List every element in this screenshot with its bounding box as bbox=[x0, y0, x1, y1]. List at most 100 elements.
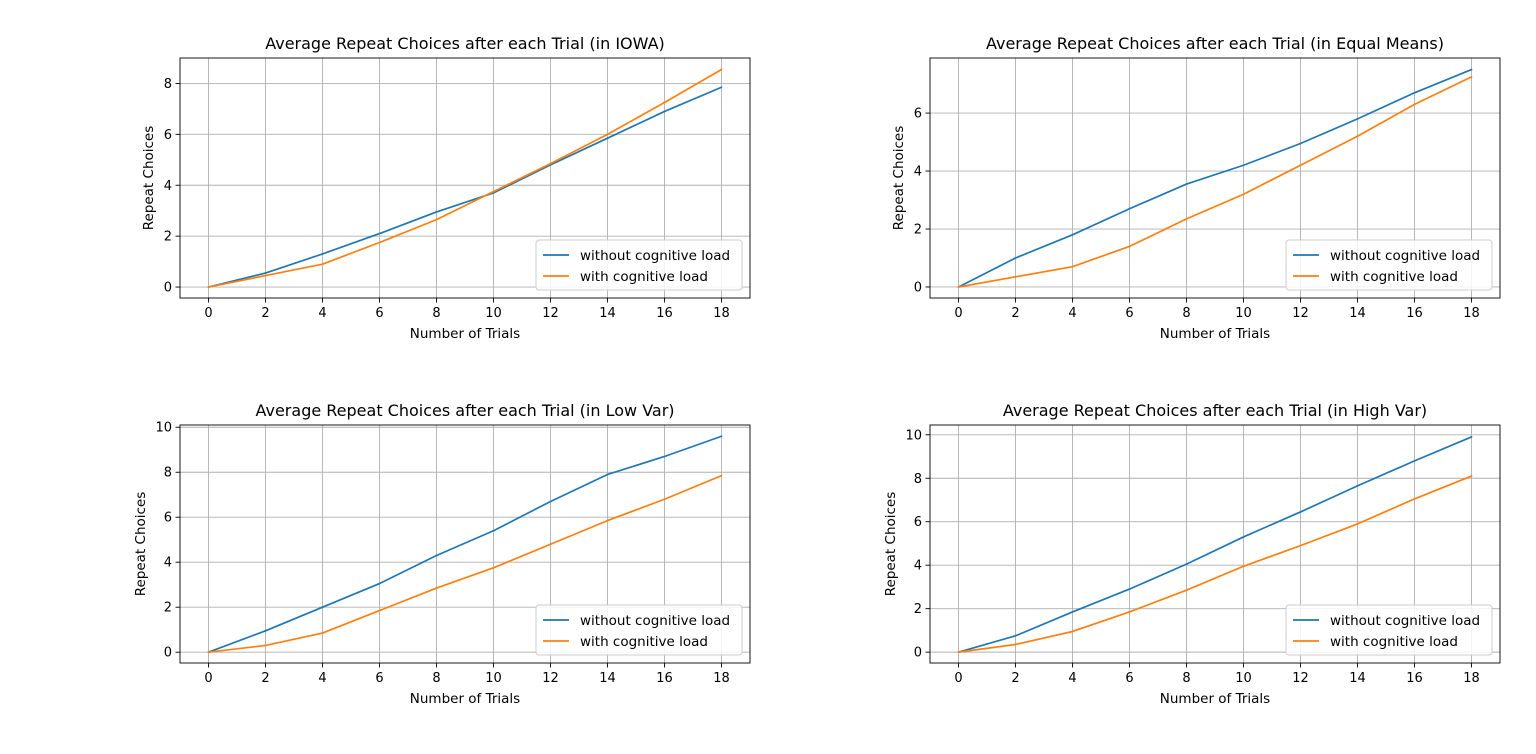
chart-1-series-with-load-point bbox=[321, 263, 324, 266]
chart-3-series-without-load-point bbox=[492, 529, 495, 532]
chart-4-ylabel: Repeat Choices bbox=[883, 492, 899, 597]
chart-2-legend-box bbox=[1285, 239, 1493, 291]
chart-4-series-with-load-point bbox=[1128, 611, 1131, 613]
chart-4-xlabel: Number of Trials bbox=[1160, 691, 1270, 707]
chart-2-series-without-load-point bbox=[1128, 207, 1131, 210]
chart-1-legend: without cognitive load with cognitive loa… bbox=[535, 239, 743, 291]
chart-3-ytick-label: 2 bbox=[164, 601, 172, 616]
chart-1-series-with-load-point bbox=[435, 218, 438, 221]
chart-1-xtick-label: 12 bbox=[542, 306, 559, 321]
chart-1-title: Average Repeat Choices after each Trial … bbox=[265, 34, 665, 53]
chart-4-series-with-load-point bbox=[1014, 643, 1017, 646]
chart-2-series-without-load-point bbox=[1470, 68, 1473, 71]
chart-2-ytick-label: 0 bbox=[914, 280, 922, 295]
chart-3-xtick-label: 16 bbox=[656, 671, 673, 686]
chart-4-series-without-load-point bbox=[1356, 484, 1359, 487]
chart-3-series-with-load-point bbox=[264, 644, 267, 647]
chart-1-ylabel: Repeat Choices bbox=[141, 126, 157, 231]
chart-3-xtick-label: 6 bbox=[375, 671, 383, 686]
chart-1-xlabel: Number of Trials bbox=[410, 326, 520, 342]
chart-1-series-with-load-point bbox=[207, 286, 210, 288]
chart-4-series-without-load-point bbox=[1413, 459, 1416, 462]
chart-1-series-with-load-point bbox=[378, 241, 381, 244]
chart-2-series-with-load-point bbox=[1242, 193, 1245, 196]
chart-1-xtick-label: 6 bbox=[375, 306, 383, 321]
chart-1-series-without-load-point bbox=[321, 253, 324, 255]
chart-3-xtick-label: 12 bbox=[542, 671, 559, 686]
chart-1-series-without-load-point bbox=[264, 272, 267, 274]
chart-4-ytick-label: 2 bbox=[914, 602, 922, 617]
chart-4-legend-label: with cognitive load bbox=[1330, 634, 1458, 650]
chart-1: 0 2 4 6 8 10 12 14 16 18 0 2 4 6 8 Average Repeat Choic… bbox=[141, 34, 751, 342]
chart-3-xtick-label: 14 bbox=[599, 671, 616, 686]
chart-1-series-with-load-point bbox=[549, 162, 552, 165]
chart-4-series-without-load-point bbox=[1242, 536, 1245, 538]
chart-3-axes-frame bbox=[179, 424, 751, 664]
chart-4-legend-box bbox=[1285, 604, 1493, 656]
chart-2-series-without-load-point bbox=[1185, 183, 1188, 185]
chart-4-xtick-label: 12 bbox=[1292, 671, 1309, 686]
chart-2-axes-frame bbox=[929, 57, 1501, 299]
chart-4: 0 2 4 6 8 10 12 14 16 18 0 2 4 6 8 10 Average Repeat Cho… bbox=[883, 401, 1501, 707]
chart-3-series-with-load-line bbox=[208, 474, 722, 654]
chart-3-series-without-load-point bbox=[378, 582, 381, 585]
chart-3-ytick-label: 0 bbox=[164, 646, 172, 661]
chart-3-series-without-load-point bbox=[264, 629, 267, 632]
chart-1-series-without-load-point bbox=[435, 211, 438, 213]
chart-1-xtick-label: 16 bbox=[656, 306, 673, 321]
chart-4-series-with-load-point bbox=[1413, 497, 1416, 500]
chart-3-ytick-label: 10 bbox=[155, 421, 172, 436]
chart-2-xlabel: Number of Trials bbox=[1160, 326, 1270, 342]
chart-3-series-without-load-line bbox=[208, 435, 722, 653]
chart-3-xtick-label: 18 bbox=[713, 671, 730, 686]
chart-4-xtick-label: 8 bbox=[1182, 671, 1190, 686]
chart-1-xtick-label: 2 bbox=[261, 306, 269, 321]
chart-4-xtick-label: 0 bbox=[954, 671, 962, 686]
chart-3-series-with-load-point bbox=[435, 587, 438, 589]
chart-4-ytick-label: 4 bbox=[914, 559, 922, 574]
chart-2-xtick-label: 8 bbox=[1182, 306, 1190, 321]
chart-3-series-without-load-point bbox=[549, 500, 552, 503]
chart-4-series-without-load-point bbox=[1071, 611, 1074, 613]
chart-2-series-with-load-point bbox=[1185, 217, 1188, 220]
chart-1-series-without-load-line bbox=[208, 86, 722, 288]
chart-2-ytick-label: 6 bbox=[914, 107, 922, 122]
chart-2-series-without-load-point bbox=[1014, 257, 1017, 259]
chart-4-legend-label: without cognitive load bbox=[1330, 613, 1480, 629]
chart-3-series-with-load-point bbox=[207, 651, 210, 654]
chart-1-series-with-load-line bbox=[208, 68, 722, 288]
chart-2-series-with-load-point bbox=[1128, 245, 1131, 248]
chart-3-series-with-load-point bbox=[606, 519, 609, 522]
chart-2-series-without-load-point bbox=[1299, 142, 1302, 145]
chart-3-ytick-label: 6 bbox=[164, 511, 172, 526]
chart-4-series-without-load-point bbox=[1299, 511, 1302, 513]
chart-2-xtick-label: 14 bbox=[1349, 306, 1366, 321]
chart-3-series-with-load-point bbox=[549, 543, 552, 546]
chart-1-series-without-load-point bbox=[606, 137, 609, 140]
chart-4-ytick-label: 0 bbox=[914, 646, 922, 661]
chart-2-series-without-load-line bbox=[958, 68, 1472, 288]
chart-2-series-with-load-line bbox=[958, 76, 1472, 288]
chart-4-axes-frame bbox=[929, 424, 1501, 664]
chart-1-series-without-load-point bbox=[378, 232, 381, 235]
chart-1-series-with-load-point bbox=[720, 68, 723, 71]
chart-1-series-with-load-point bbox=[264, 274, 267, 277]
chart-1-xtick-label: 0 bbox=[204, 306, 212, 321]
chart-3-xtick-label: 10 bbox=[485, 671, 502, 686]
chart-2-xtick-label: 16 bbox=[1406, 306, 1423, 321]
chart-2-series-without-load-point bbox=[1071, 233, 1074, 236]
chart-4-series-with-load-line bbox=[958, 475, 1472, 653]
chart-3-ylabel: Repeat Choices bbox=[133, 492, 149, 597]
chart-4-series-with-load-point bbox=[1470, 475, 1473, 477]
chart-4-ytick-label: 10 bbox=[905, 428, 922, 443]
chart-4-series-with-load-point bbox=[1299, 544, 1302, 547]
chart-3-series-without-load-point bbox=[435, 554, 438, 557]
chart-3-series-without-load-point bbox=[663, 455, 666, 458]
chart-3-series-with-load-point bbox=[378, 609, 381, 612]
chart-1-series-with-load-point bbox=[492, 190, 495, 193]
chart-2-title: Average Repeat Choices after each Trial … bbox=[986, 34, 1444, 53]
chart-4-ytick-label: 8 bbox=[914, 472, 922, 487]
chart-2-legend: without cognitive load with cognitive loa… bbox=[1285, 239, 1493, 291]
chart-4-xtick-label: 6 bbox=[1125, 671, 1133, 686]
chart-4-xtick-label: 4 bbox=[1068, 671, 1076, 686]
